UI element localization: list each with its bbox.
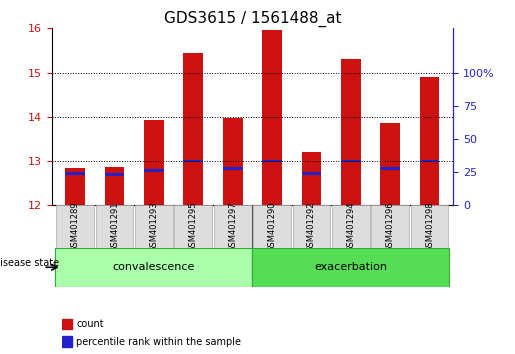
Bar [223, 118, 243, 205]
Bar [144, 120, 164, 205]
Bar [62, 319, 72, 329]
FancyBboxPatch shape [135, 205, 173, 248]
Bar [62, 336, 72, 347]
Bar [381, 167, 400, 170]
FancyBboxPatch shape [371, 205, 409, 248]
Bar [381, 122, 400, 205]
FancyBboxPatch shape [410, 205, 449, 248]
Bar [302, 152, 321, 205]
Text: GSM401289: GSM401289 [71, 201, 80, 252]
FancyBboxPatch shape [293, 205, 330, 248]
Bar [262, 160, 282, 162]
Bar [144, 170, 164, 172]
Bar [341, 160, 360, 162]
Text: GSM401290: GSM401290 [267, 201, 277, 252]
Bar [262, 30, 282, 205]
Text: disease state: disease state [0, 258, 59, 268]
Bar [65, 172, 85, 175]
FancyBboxPatch shape [56, 248, 252, 287]
FancyBboxPatch shape [253, 205, 291, 248]
Text: convalescence: convalescence [113, 262, 195, 272]
Bar [341, 59, 360, 205]
Bar [105, 173, 124, 176]
FancyBboxPatch shape [96, 205, 133, 248]
Text: count: count [76, 319, 104, 329]
Bar [65, 168, 85, 205]
Bar [302, 172, 321, 175]
FancyBboxPatch shape [332, 205, 370, 248]
Bar [420, 160, 439, 162]
Text: GSM401291: GSM401291 [110, 201, 119, 252]
Bar [223, 167, 243, 170]
Bar [105, 167, 124, 205]
Text: percentile rank within the sample: percentile rank within the sample [76, 337, 241, 347]
Text: GSM401298: GSM401298 [425, 201, 434, 252]
Text: GSM401295: GSM401295 [189, 201, 198, 252]
Text: exacerbation: exacerbation [314, 262, 387, 272]
FancyBboxPatch shape [175, 205, 212, 248]
Bar [183, 160, 203, 162]
Text: GSM401292: GSM401292 [307, 201, 316, 252]
Bar [183, 53, 203, 205]
FancyBboxPatch shape [56, 205, 94, 248]
Text: GSM401296: GSM401296 [386, 201, 394, 252]
Title: GDS3615 / 1561488_at: GDS3615 / 1561488_at [164, 11, 341, 27]
Bar [420, 77, 439, 205]
FancyBboxPatch shape [214, 205, 251, 248]
FancyBboxPatch shape [252, 248, 449, 287]
Text: GSM401294: GSM401294 [346, 201, 355, 252]
Text: GSM401293: GSM401293 [149, 201, 159, 252]
Text: GSM401297: GSM401297 [228, 201, 237, 252]
